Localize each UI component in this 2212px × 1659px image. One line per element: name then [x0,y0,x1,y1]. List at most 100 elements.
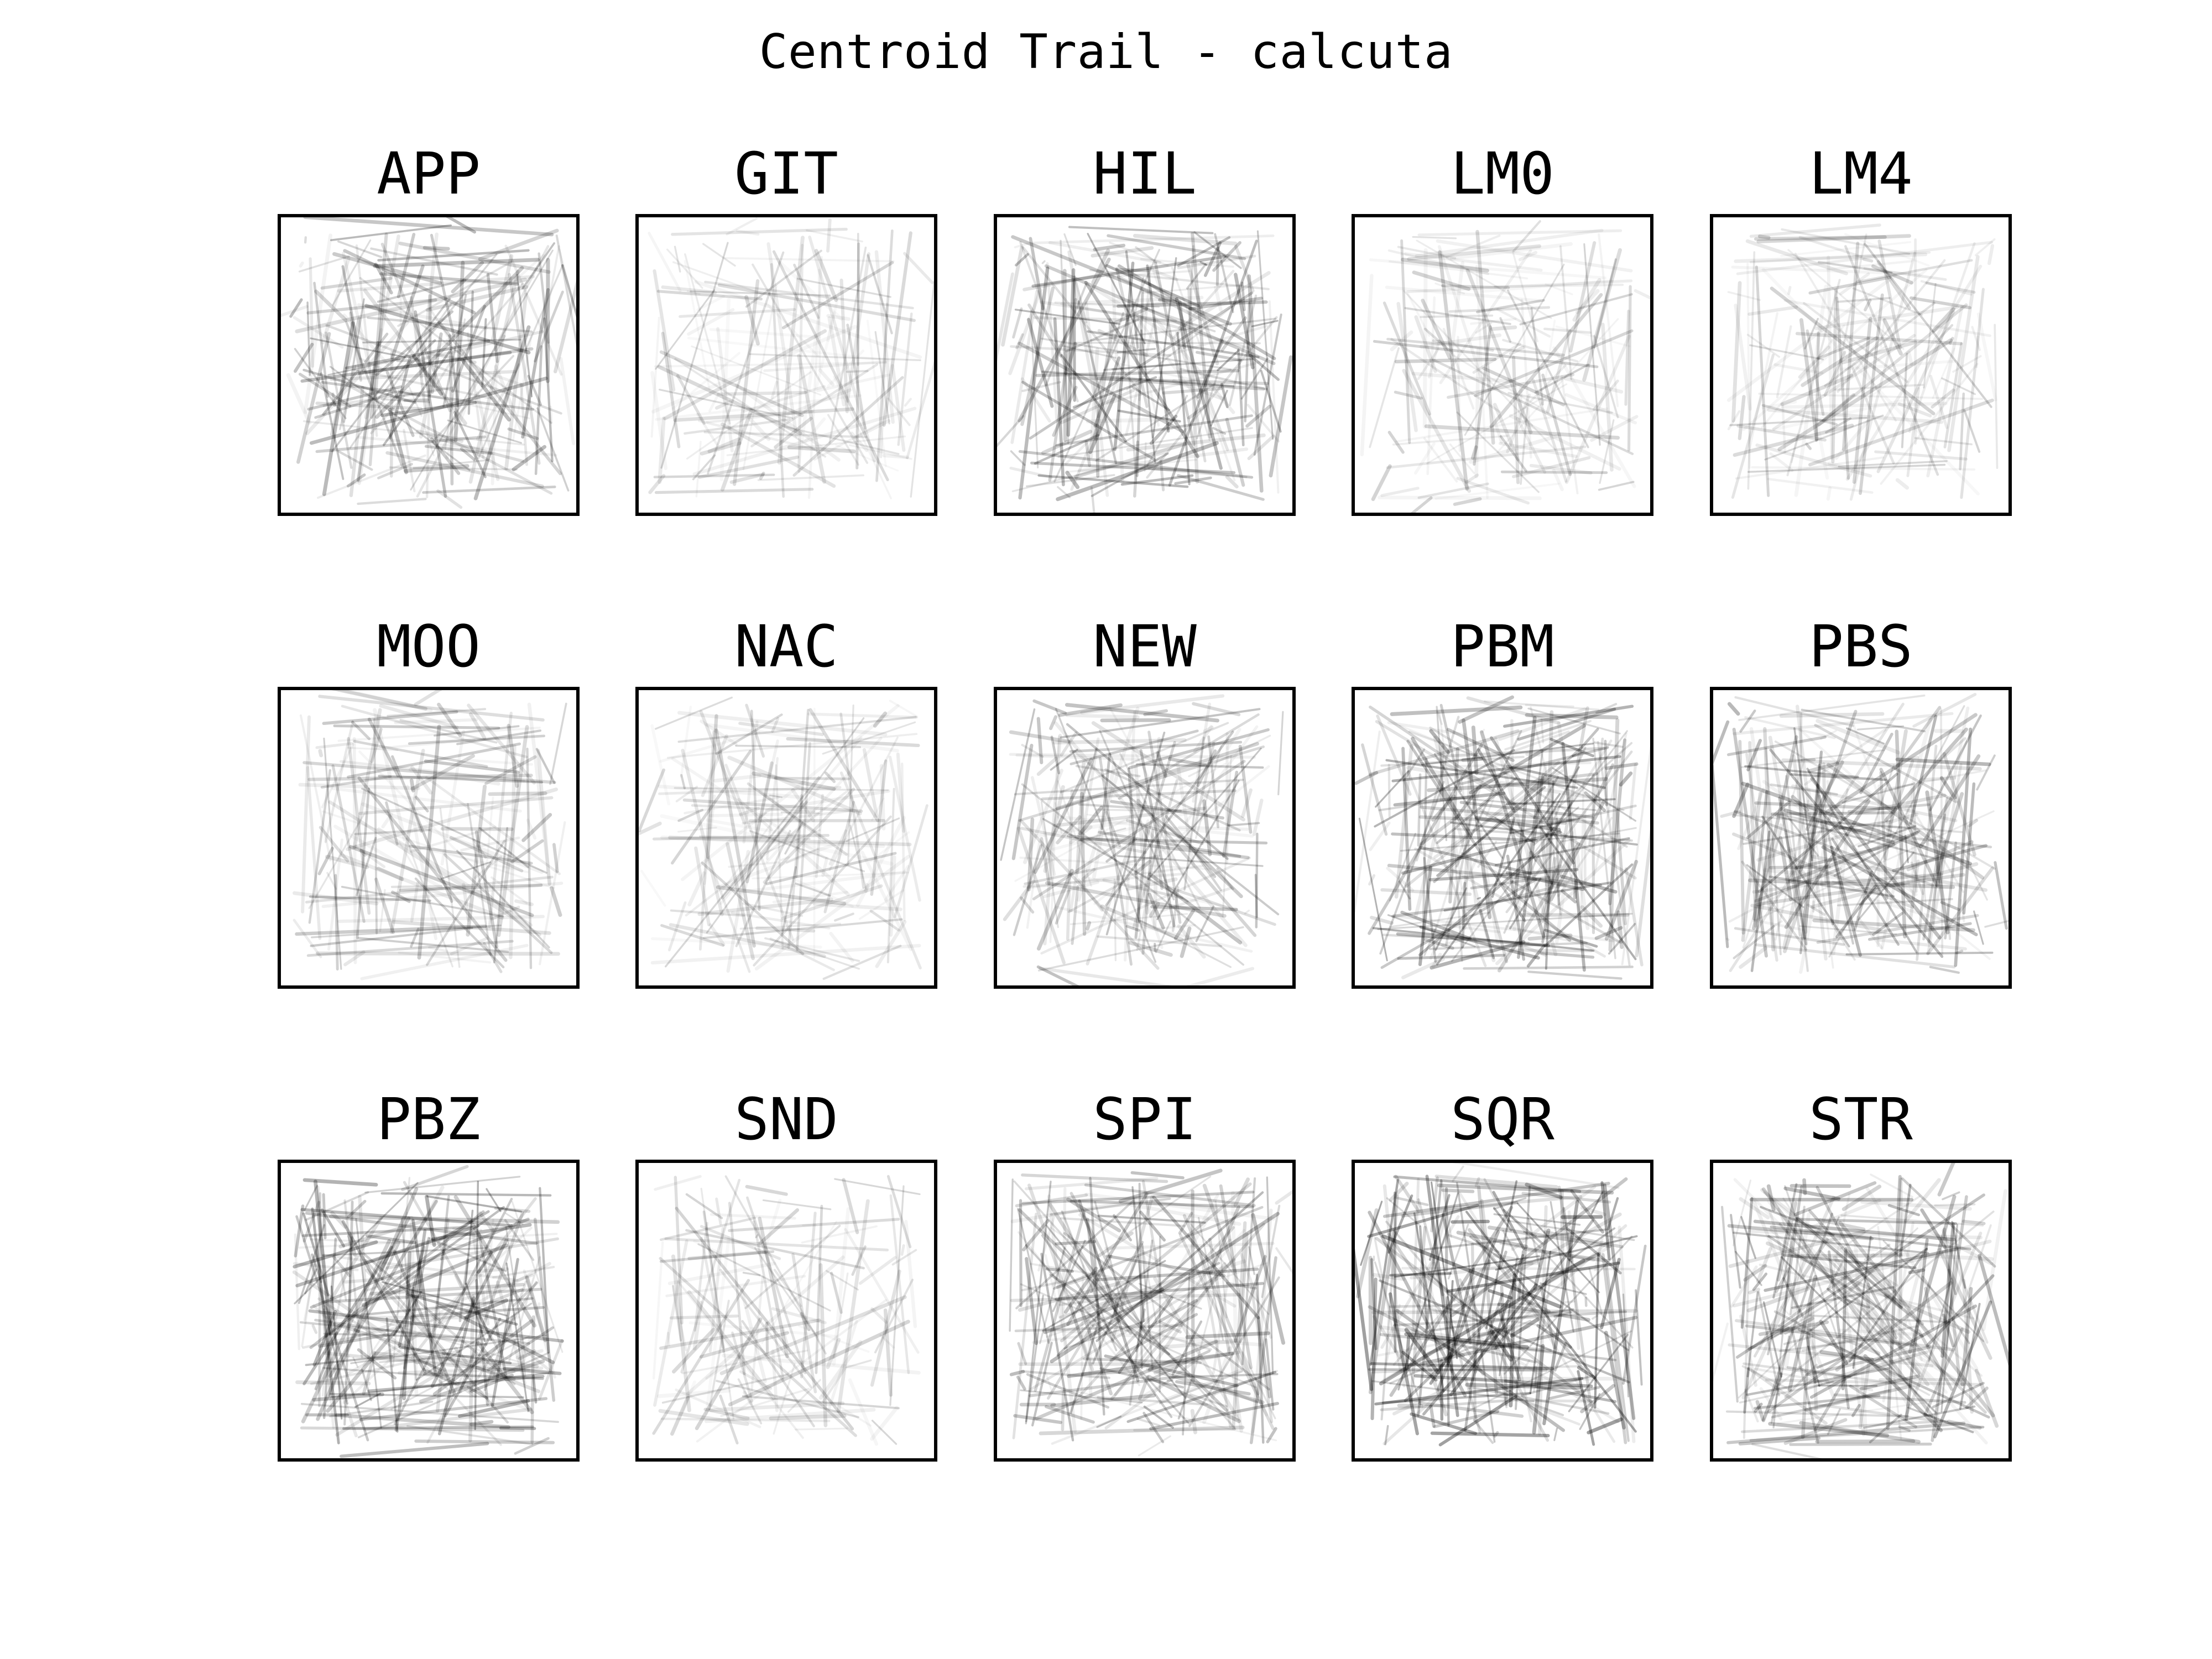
trail-segment [1929,374,1949,429]
trail-segment [312,1310,337,1366]
trail-segment [708,812,783,817]
trail-segment [1923,879,1927,905]
trail-segment [1446,1261,1620,1293]
trail-segment [1033,758,1093,874]
trail-segment [1809,1198,1881,1229]
trail-segment [321,1254,519,1282]
trail-segment [1202,799,1212,857]
trail-segment [1146,1350,1240,1371]
trail-segment [1748,740,1757,928]
trail-segment [1178,301,1186,349]
trail-segment [742,809,853,825]
trail-segment [1564,393,1637,425]
trail-segment [300,1402,559,1423]
trail-segment [1520,299,1532,459]
trail-segment [1790,1327,1819,1444]
trail-segment [1127,768,1141,923]
trail-segment [1770,783,1838,796]
trail-segment [1467,883,1566,911]
trail-segment [1428,1308,1574,1332]
trail-segment [1779,712,1885,718]
trail-segment [1746,864,1804,908]
trail-segment [1852,832,1882,848]
trail-segment [1749,1229,1983,1240]
trail-segment [1269,355,1293,478]
trail-segment [1819,873,1943,886]
trail-segment [1769,452,1794,472]
trail-segment [1370,1277,1378,1421]
trail-segment [1000,708,1036,861]
trail-segment [808,235,877,462]
trail-segment [1420,333,1502,349]
trail-segment [1196,372,1219,440]
trail-segment [1011,743,1034,860]
trail-segment [1096,1267,1259,1281]
trail-segment [739,1370,773,1390]
trail-segment [450,283,524,368]
trail-segment [385,371,415,437]
trail-segment [1088,394,1117,454]
trail-segment [720,409,753,492]
trail-segment [1601,1253,1627,1444]
trail-segment [436,489,463,509]
trail-segment [1240,1253,1272,1339]
trail-segment [1814,331,1820,442]
trail-segment [1753,1219,1957,1241]
trail-segment [897,312,913,446]
trail-segment [1785,845,1817,881]
trail-segment [1781,402,1787,454]
trail-segment [519,1331,526,1378]
trail-segment [1228,1346,1243,1433]
trail-segment [781,866,797,934]
trail-segment [650,316,660,438]
trail-segment [1909,714,1938,825]
trail-segment [325,854,369,869]
trail-segment [1380,1194,1399,1421]
trail-segment [377,253,498,400]
trail-segment [1746,800,1791,839]
trail-segment [1027,817,1035,891]
trail-segment [1126,338,1138,482]
trail-segment [1532,1344,1545,1434]
trail-segment [1933,1300,1992,1439]
trail-segment [786,848,819,864]
trail-segment [1102,775,1280,916]
trail-segment [364,1176,521,1194]
trail-segment [1220,316,1247,352]
trail-segment [301,1225,473,1237]
trail-segment [1098,757,1133,966]
trail-segment [1431,771,1486,941]
trail-segment [1877,239,1902,350]
trail-segment [1146,316,1278,479]
trail-segment [1550,1201,1574,1333]
trail-segment [1452,830,1463,962]
trail-segment [1806,768,1918,953]
trail-segment [375,310,454,377]
trail-segment [1749,344,1824,361]
trail-segment [327,688,433,712]
trail-segment [1773,363,1824,375]
trail-segment [1436,706,1448,842]
trail-segment [1149,414,1178,445]
trail-segment [1497,1302,1590,1322]
trail-segment [321,380,534,411]
trail-segment [1443,881,1611,912]
trail-segment [1401,1350,1438,1382]
trail-segment [340,853,504,920]
trail-segment [1825,417,1852,434]
trail-segment [1499,1257,1518,1376]
trail-segment [1087,233,1146,345]
trail-segment [791,1253,817,1394]
trail-segment [1539,826,1637,961]
trail-segment [702,243,736,267]
trail-segment [431,1223,532,1241]
trail-segment [1567,1210,1580,1350]
trail-segment [527,374,542,406]
trail-segment [775,764,784,950]
trail-segment [343,950,366,967]
trail-segment [1411,372,1516,384]
trail-segment [491,1316,520,1329]
trail-segment [440,861,492,880]
trail-segment [1899,1183,1912,1257]
trail-segment [1060,302,1159,323]
